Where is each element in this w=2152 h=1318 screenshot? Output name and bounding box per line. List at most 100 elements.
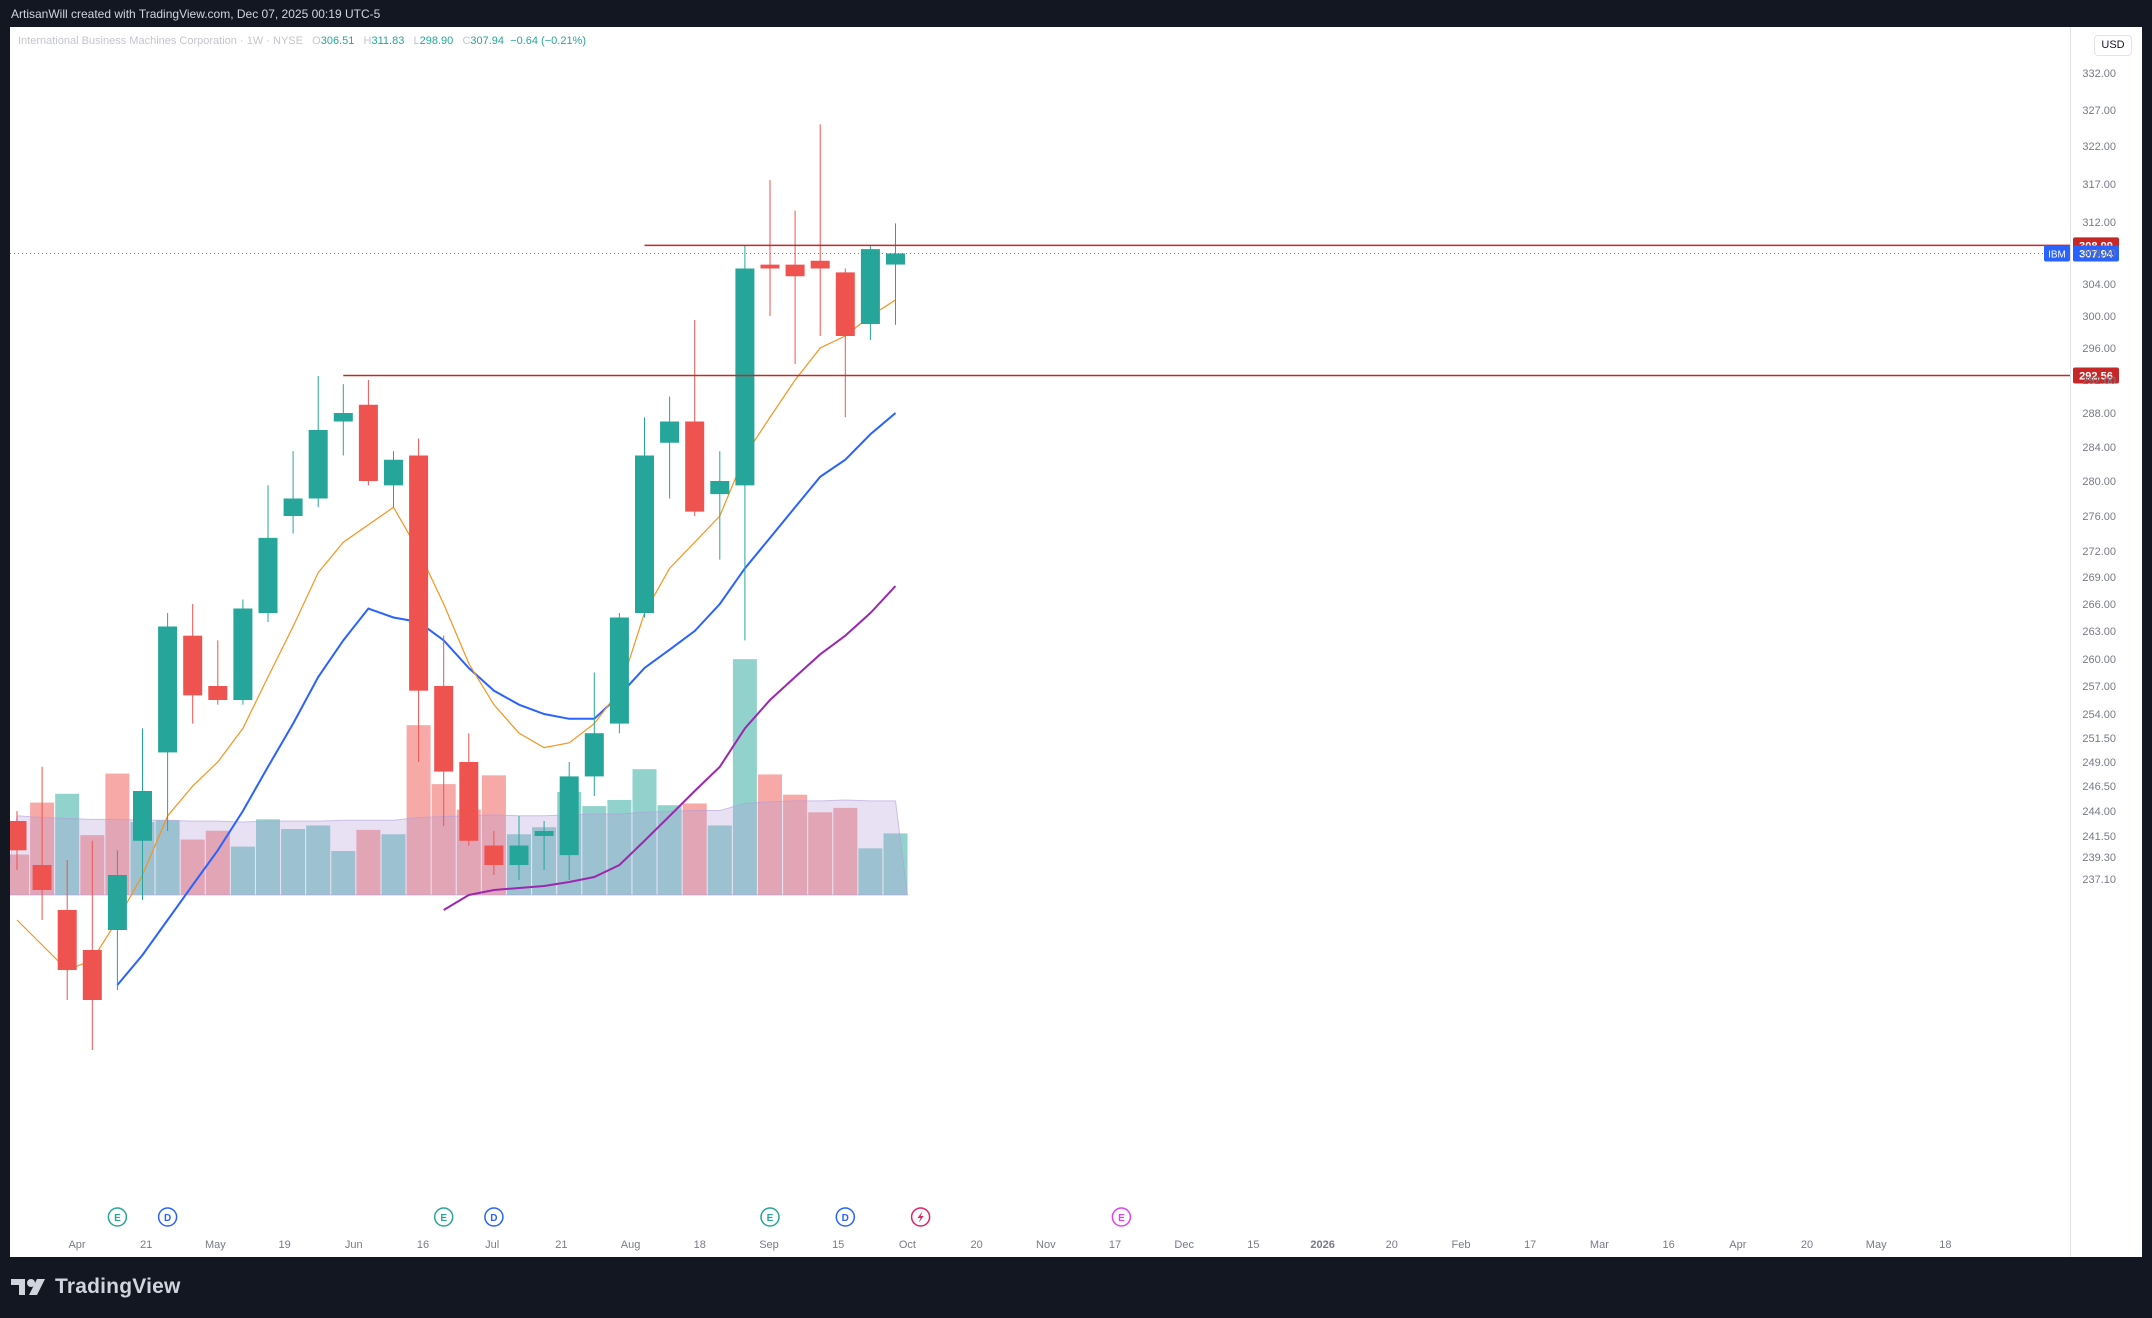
earnings-event-icon	[1111, 1207, 1132, 1227]
x-tick-label: 20	[1801, 1239, 1813, 1251]
tradingview-logo-icon	[11, 1279, 45, 1295]
legend-close: 307.94	[470, 35, 505, 47]
chart-canvas[interactable]: 308.99292.56IBM307.94332.00327.00322.003…	[10, 27, 2142, 1257]
candle-body	[459, 762, 479, 841]
y-tick-label: 246.50	[2082, 781, 2116, 793]
y-tick-label: 272.00	[2082, 546, 2116, 558]
legend-interval[interactable]: 1W	[246, 35, 264, 47]
candle	[32, 766, 52, 920]
candle-body	[283, 498, 303, 516]
candle	[258, 485, 278, 622]
candle	[233, 599, 253, 705]
ma-mid-line	[116, 412, 897, 986]
x-tick-label: Jul	[485, 1239, 499, 1251]
volume-bar	[682, 803, 707, 895]
last-price-label-bg	[2073, 245, 2119, 262]
x-tick-label: 18	[694, 1239, 706, 1251]
y-tick-label: 276.00	[2082, 511, 2116, 523]
candle	[10, 811, 27, 870]
y-tick-label: 292.00	[2082, 375, 2116, 387]
volume-bar	[657, 805, 682, 895]
candle	[509, 816, 529, 880]
candle-body	[710, 481, 730, 495]
volume-bar	[607, 799, 632, 895]
dividend-event-icon	[484, 1207, 504, 1227]
earnings-event-letter: E	[767, 1213, 774, 1224]
candle-body	[735, 268, 755, 486]
candle-body	[158, 626, 178, 753]
volume-bar	[331, 851, 356, 895]
x-tick-label: Sep	[759, 1239, 779, 1251]
y-tick-label: 266.00	[2082, 599, 2116, 611]
y-tick-label: 296.00	[2082, 343, 2116, 355]
volume-bar	[155, 820, 180, 895]
candle-body	[635, 455, 654, 613]
candle	[660, 396, 680, 499]
candle-body	[57, 910, 77, 970]
earnings-event-icon	[107, 1207, 128, 1227]
volume-bar	[582, 806, 607, 895]
candle	[785, 210, 805, 364]
candle-body	[384, 459, 403, 486]
candle-body	[107, 875, 127, 930]
volume-bar	[808, 812, 833, 895]
candle	[710, 451, 730, 560]
chart-panel[interactable]: 308.99292.56IBM307.94332.00327.00322.003…	[10, 27, 2142, 1257]
candle-body	[860, 249, 880, 324]
x-tick-label: May	[1866, 1239, 1887, 1251]
x-tick-label: Nov	[1036, 1239, 1056, 1251]
candle	[82, 840, 102, 1050]
candle	[635, 417, 654, 618]
candle	[133, 728, 152, 900]
y-tick-label: 249.00	[2082, 757, 2116, 769]
x-tick-label: 17	[1524, 1239, 1536, 1251]
candle	[409, 438, 429, 762]
volume-bar	[256, 819, 280, 895]
level-label-bg	[2073, 367, 2119, 384]
candle	[308, 376, 328, 508]
x-tick-label: 16	[1662, 1239, 1674, 1251]
top-bar: ArtisanWill created with TradingView.com…	[0, 0, 2152, 27]
candle-body	[358, 404, 378, 481]
candle	[609, 613, 629, 734]
candle-body	[685, 421, 705, 512]
currency-button[interactable]: USD	[2094, 35, 2132, 56]
volume-bar	[281, 829, 306, 895]
candle	[434, 635, 454, 826]
candle-body	[32, 865, 52, 890]
candle-body	[308, 430, 328, 499]
x-tick-label: Apr	[68, 1239, 85, 1251]
candle	[534, 821, 554, 870]
y-tick-label: 308.00	[2082, 248, 2116, 260]
tradingview-logo[interactable]: TradingView	[11, 1275, 181, 1299]
x-tick-label: 17	[1109, 1239, 1121, 1251]
candle-body	[886, 253, 905, 265]
volume-bar	[833, 807, 858, 895]
y-tick-label: 284.00	[2082, 442, 2116, 454]
candle-body	[660, 421, 680, 443]
legend-change: −0.64 (−0.21%)	[510, 35, 587, 47]
candle-body	[409, 455, 429, 691]
candle-body	[509, 845, 529, 865]
x-tick-label: 15	[832, 1239, 844, 1251]
candle	[860, 245, 880, 340]
x-tick-label: Feb	[1452, 1239, 1471, 1251]
candle-body	[434, 686, 454, 772]
earnings-event-icon	[433, 1207, 454, 1227]
volume-bar	[306, 825, 331, 895]
x-tick-label: 16	[417, 1239, 429, 1251]
legend-exchange: NYSE	[273, 35, 303, 47]
y-tick-label: 241.50	[2082, 831, 2116, 843]
candle	[358, 380, 378, 486]
y-tick-label: 239.30	[2082, 852, 2116, 864]
x-tick-label: 21	[555, 1239, 567, 1251]
candle-body	[133, 791, 152, 841]
candle-body	[484, 845, 504, 865]
y-tick-label: 300.00	[2082, 311, 2116, 323]
candles	[10, 124, 905, 1050]
x-tick-label: 21	[140, 1239, 152, 1251]
x-tick-label: 20	[970, 1239, 982, 1251]
y-tick-label: 263.00	[2082, 626, 2116, 638]
candle	[57, 860, 77, 1000]
